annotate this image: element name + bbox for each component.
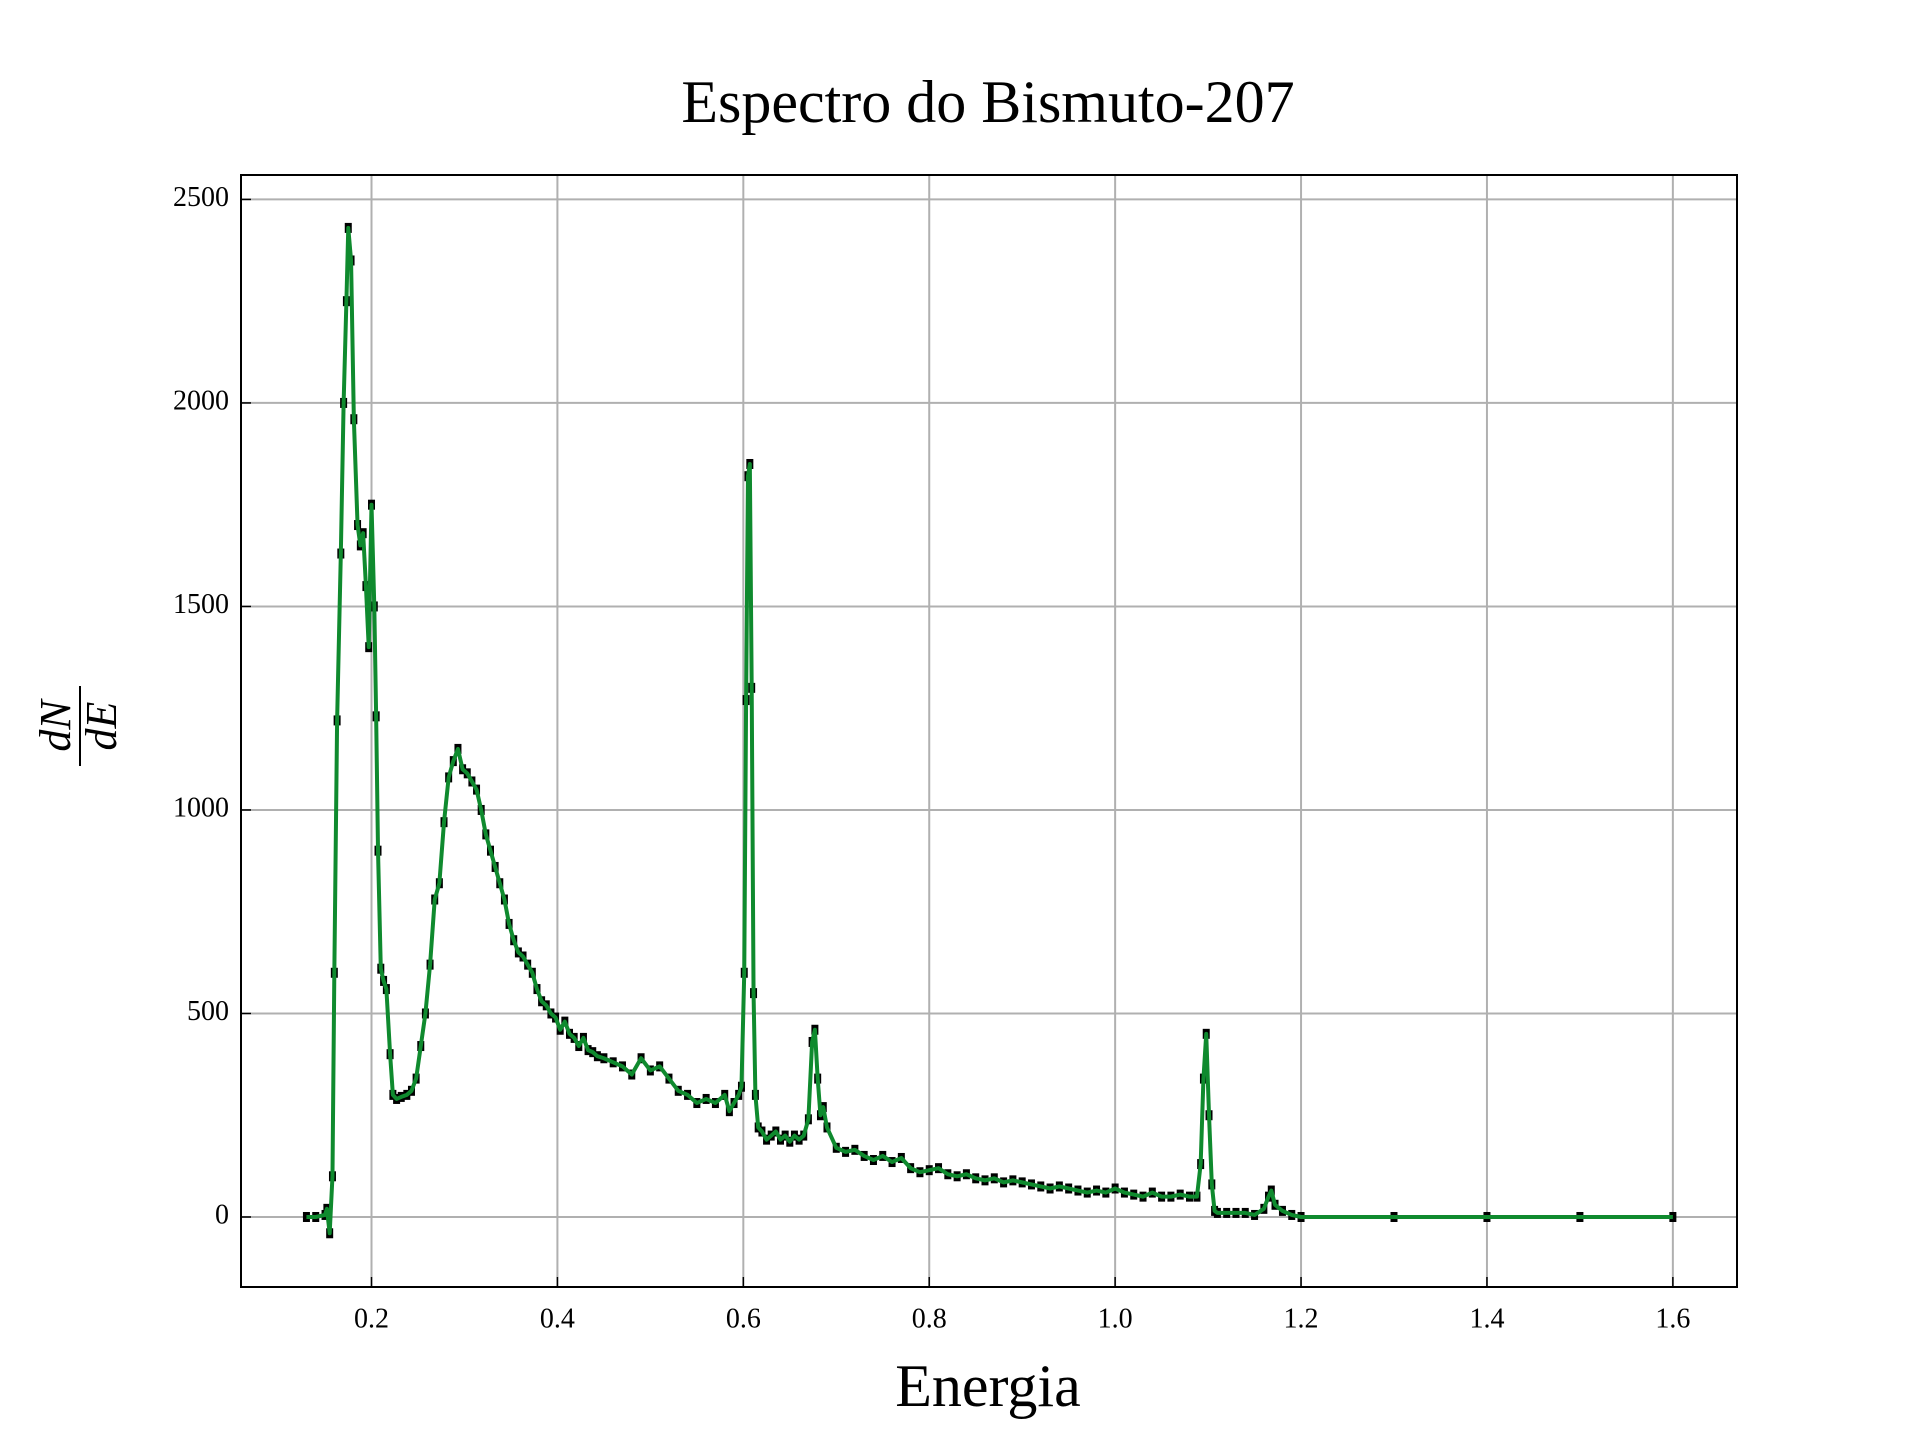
- y-label-denominator: dE: [77, 701, 126, 750]
- x-tick-label: 1.4: [1469, 1303, 1504, 1334]
- x-tick-label: 0.8: [912, 1303, 947, 1334]
- spectrum-line: [306, 225, 1673, 1236]
- data-marker: [302, 1211, 310, 1222]
- x-tick-label: 1.6: [1655, 1303, 1690, 1334]
- x-tick-label: 0.6: [726, 1303, 761, 1334]
- x-axis-label: Energia: [895, 1353, 1080, 1419]
- plot-frame: [240, 174, 1738, 1288]
- y-tick-label: 500: [187, 996, 229, 1027]
- x-tick-label: 1.0: [1098, 1303, 1133, 1334]
- x-tick-label: 1.2: [1284, 1303, 1319, 1334]
- y-tick-label: 0: [215, 1199, 229, 1230]
- y-axis-label: dN dE: [31, 686, 126, 766]
- y-tick-label: 2000: [173, 385, 229, 416]
- y-tick-label: 1500: [173, 589, 229, 620]
- y-label-numerator: dN: [31, 698, 80, 752]
- x-tick-label: 0.2: [354, 1303, 389, 1334]
- y-tick-label: 2500: [173, 182, 229, 213]
- data-marker: [1669, 1211, 1677, 1222]
- chart-title: Espectro do Bismuto-207: [681, 69, 1294, 135]
- y-tick-label: 1000: [173, 792, 229, 823]
- x-tick-label: 0.4: [540, 1303, 575, 1334]
